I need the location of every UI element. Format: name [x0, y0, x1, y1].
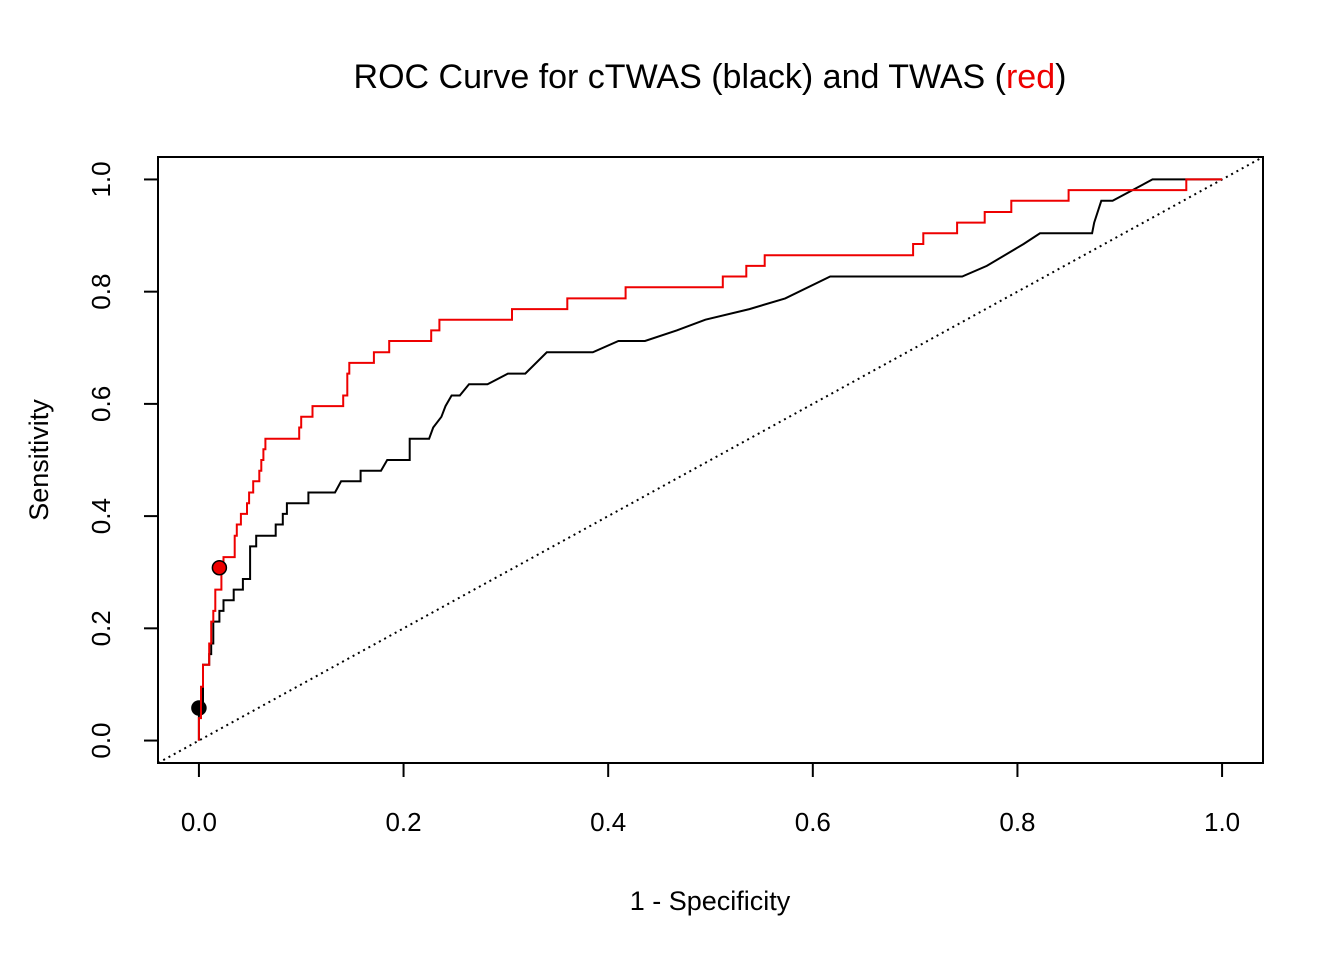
chart-title: ROC Curve for cTWAS (black) and TWAS (re…	[354, 58, 1067, 96]
chart-title-prefix: ROC Curve for cTWAS (black) and TWAS (	[354, 58, 1007, 96]
y-tick-label: 0.8	[86, 274, 116, 310]
chart-title-suffix: )	[1055, 58, 1066, 96]
twas-threshold-point	[211, 559, 228, 576]
chart-title-highlight: red	[1006, 58, 1055, 96]
x-tick-label: 1.0	[1204, 807, 1240, 837]
y-tick-label: 0.4	[86, 498, 116, 534]
ctwas-threshold-point	[191, 700, 207, 716]
x-tick-label: 0.0	[181, 807, 217, 837]
y-axis-label: Sensitivity	[24, 399, 54, 521]
x-tick-label: 0.4	[590, 807, 626, 837]
reference-diagonal-line	[157, 156, 1264, 764]
x-tick-label: 0.6	[795, 807, 831, 837]
y-tick-label: 1.0	[86, 161, 116, 197]
ctwas-roc-line	[197, 178, 1223, 741]
plot-area: 0.0 0.2 0.4 0.6 0.8 1.0 0.0 0.2 0.4 0.6 0.8 1.0	[86, 156, 1264, 837]
y-tick-label: 0.2	[86, 610, 116, 646]
x-axis-label: 1 - Specificity	[630, 886, 791, 916]
y-tick-label: 0.0	[86, 722, 116, 758]
x-tick-label: 0.8	[999, 807, 1035, 837]
twas-roc-line	[197, 178, 1223, 741]
y-tick-label: 0.6	[86, 386, 116, 422]
x-tick-label: 0.2	[385, 807, 421, 837]
